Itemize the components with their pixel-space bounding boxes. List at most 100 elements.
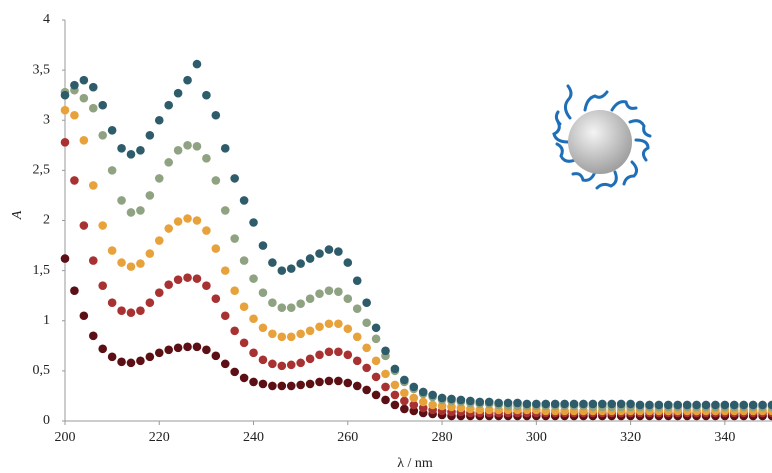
data-point — [475, 405, 485, 415]
data-point — [748, 400, 758, 410]
data-point — [362, 318, 371, 328]
data-point — [390, 364, 400, 374]
data-point — [607, 399, 617, 409]
data-point — [598, 399, 607, 409]
data-point — [107, 352, 117, 362]
data-point — [371, 390, 381, 400]
data-point — [315, 350, 324, 360]
data-point — [277, 332, 287, 342]
data-point — [362, 343, 371, 353]
y-tick-label: 4 — [43, 12, 50, 27]
data-point — [286, 381, 296, 391]
x-tick-label: 320 — [620, 430, 641, 445]
x-axis-label: λ / nm — [397, 456, 433, 471]
data-point — [550, 399, 560, 409]
data-point — [230, 367, 239, 377]
data-point — [268, 329, 277, 339]
data-point — [484, 397, 494, 407]
x-tick-label: 300 — [526, 430, 547, 445]
data-point — [692, 400, 701, 410]
data-point — [296, 259, 305, 268]
data-point — [258, 379, 268, 389]
data-point — [258, 355, 268, 365]
y-axis-label: A — [10, 210, 25, 220]
data-point — [202, 154, 211, 163]
data-point — [211, 176, 221, 185]
data-point — [626, 399, 635, 409]
data-point — [664, 400, 673, 410]
data-point — [334, 287, 343, 296]
data-point — [268, 298, 277, 308]
data-point — [682, 400, 692, 410]
data-point — [98, 130, 108, 140]
data-point — [154, 174, 164, 183]
data-point — [409, 382, 419, 392]
data-point — [268, 258, 277, 267]
data-point — [503, 398, 513, 408]
data-point — [117, 357, 126, 367]
data-point — [400, 388, 409, 398]
data-point — [79, 311, 89, 321]
data-point — [183, 141, 192, 150]
data-point — [739, 400, 749, 410]
data-point — [315, 377, 324, 387]
data-point — [456, 403, 466, 413]
data-point — [466, 396, 475, 406]
data-point — [645, 400, 654, 410]
data-point — [437, 401, 447, 411]
data-point — [192, 216, 202, 225]
y-tick-label: 2 — [43, 213, 50, 228]
data-point — [136, 306, 145, 316]
data-point — [522, 399, 532, 409]
data-point — [720, 400, 730, 410]
data-point — [249, 274, 258, 283]
y-tick-label: 0 — [43, 413, 50, 428]
data-point — [447, 394, 456, 404]
data-point — [145, 249, 155, 258]
data-point — [296, 329, 305, 339]
data-point — [400, 404, 409, 414]
data-point — [173, 343, 183, 353]
data-point — [211, 110, 221, 120]
data-point — [88, 82, 98, 92]
data-point — [296, 358, 305, 368]
data-point — [418, 403, 428, 413]
data-point — [79, 75, 89, 85]
data-point — [220, 144, 230, 153]
data-point — [277, 361, 287, 371]
data-point — [456, 395, 466, 405]
data-point — [324, 347, 334, 357]
data-point — [70, 176, 79, 185]
x-tick-label: 200 — [55, 430, 76, 445]
data-point — [230, 326, 239, 336]
data-point — [79, 136, 89, 145]
data-point — [164, 280, 173, 289]
data-point — [117, 196, 126, 205]
data-point — [98, 100, 108, 110]
data-point — [390, 400, 400, 410]
data-point — [447, 402, 456, 412]
data-point — [173, 275, 183, 284]
data-point — [98, 221, 108, 230]
data-point — [107, 246, 117, 255]
data-point — [305, 326, 315, 336]
y-tick-label: 1,5 — [33, 263, 51, 278]
data-point — [211, 244, 221, 253]
data-point — [211, 294, 221, 303]
data-point — [343, 378, 353, 388]
data-point — [230, 286, 239, 295]
data-point — [136, 206, 145, 215]
data-point — [437, 393, 447, 403]
data-point — [126, 358, 136, 368]
data-point — [560, 399, 569, 409]
data-point — [418, 397, 428, 407]
data-point — [249, 348, 258, 358]
data-point — [758, 400, 767, 410]
x-tick-label: 220 — [149, 430, 170, 445]
data-point — [381, 346, 390, 356]
data-point — [673, 400, 683, 410]
data-point — [286, 303, 296, 313]
x-tick-label: 280 — [432, 430, 453, 445]
x-tick-label: 240 — [243, 430, 264, 445]
data-point — [192, 342, 202, 352]
